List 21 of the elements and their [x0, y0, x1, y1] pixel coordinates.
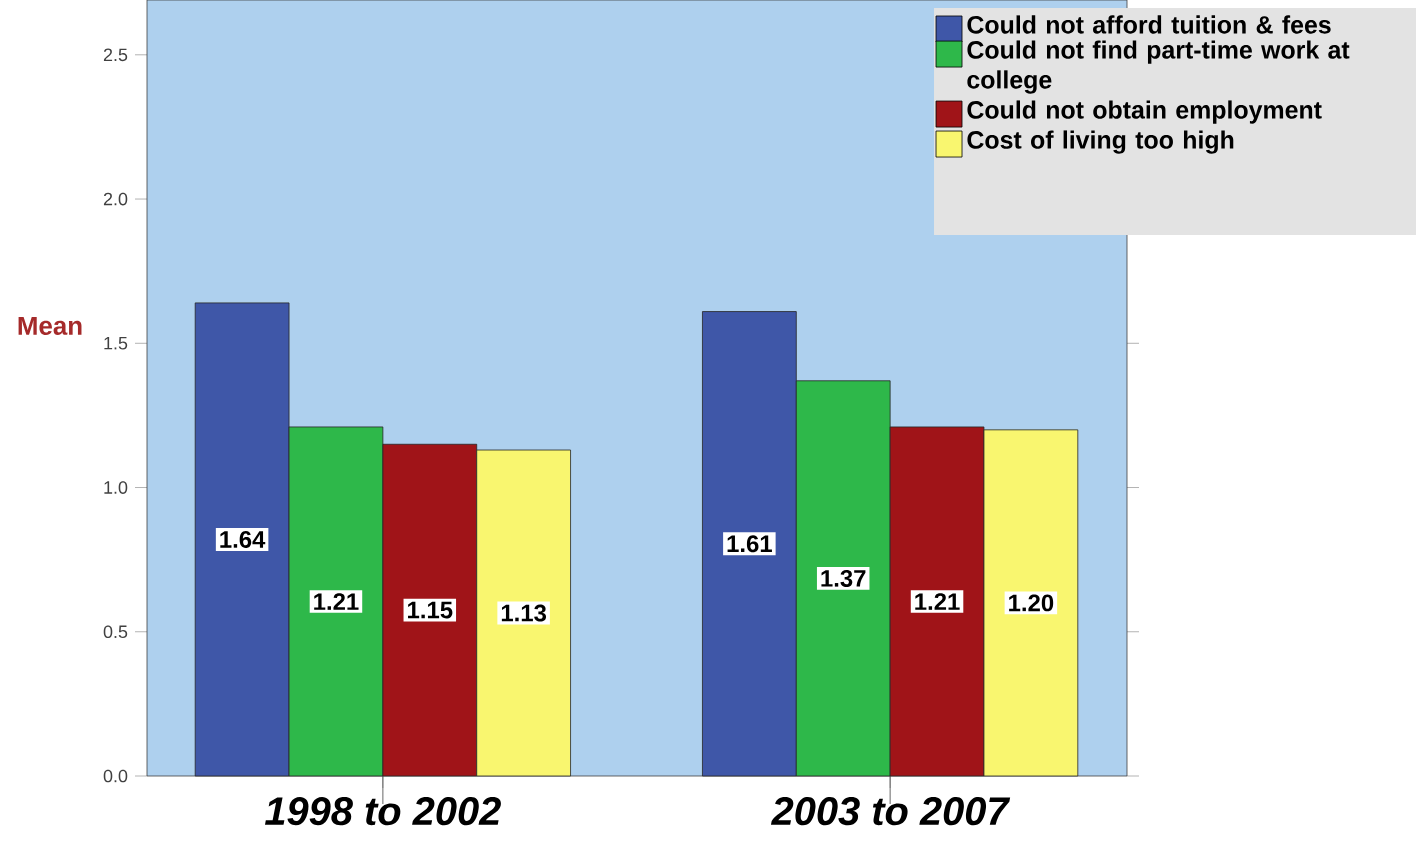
data-label: 1.61 [727, 535, 772, 553]
legend-label: Could not afford tuition & fees [967, 15, 1331, 34]
y-tick-label: 1.0 [104, 481, 128, 494]
x-tick-label: 2003 to 2007 [770, 797, 1011, 826]
data-label: 1.64 [220, 530, 266, 548]
legend-label: Could not find part-time work at college [967, 40, 1350, 94]
legend-label: Could not obtain employment [967, 100, 1322, 124]
x-tick-label: 1998 to 2002 [265, 797, 501, 826]
data-label: 1.15 [408, 601, 453, 619]
y-tick-label: 0.5 [103, 625, 128, 639]
data-label: 1.13 [501, 604, 547, 622]
y-tick-label: 2.5 [103, 48, 128, 62]
data-label: 1.21 [915, 593, 960, 610]
y-tick-label: 0.0 [103, 769, 128, 783]
legend-label: Cost of living too high [967, 130, 1234, 154]
y-tick-label: 2.0 [103, 192, 128, 206]
data-label: 1.37 [821, 569, 866, 587]
data-label: 1.21 [314, 593, 359, 610]
y-axis-title: Mean [18, 316, 82, 335]
y-tick-label: 1.5 [104, 337, 128, 350]
data-label: 1.20 [1009, 594, 1054, 612]
